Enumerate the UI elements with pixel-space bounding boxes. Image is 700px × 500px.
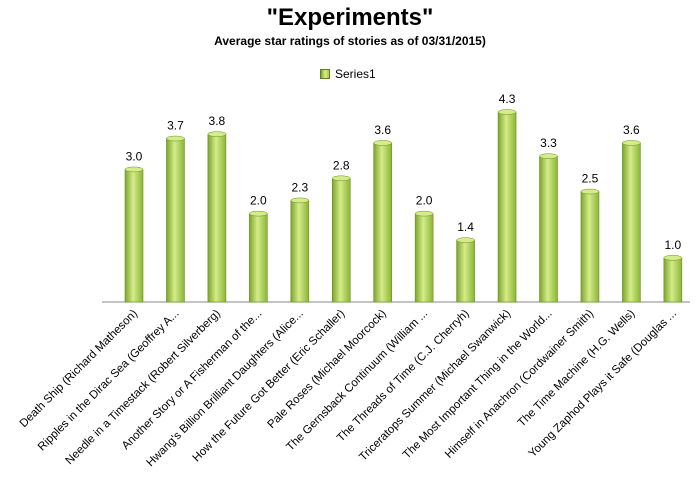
chart-subtitle: Average star ratings of stories as of 03… bbox=[214, 34, 486, 48]
bar-cap-5 bbox=[290, 197, 310, 204]
bar-cap-10 bbox=[497, 109, 517, 115]
data-label-11: 3.3 bbox=[540, 136, 557, 150]
data-label-1: 3.0 bbox=[126, 149, 143, 163]
bar-cap-3 bbox=[207, 131, 227, 137]
bar-cap-4 bbox=[249, 210, 268, 217]
data-label-4: 2.0 bbox=[250, 194, 267, 208]
category-label-11: The Most Important Thing in the World... bbox=[401, 308, 555, 462]
data-label-7: 3.6 bbox=[374, 123, 391, 137]
bar-cap-8 bbox=[414, 210, 434, 217]
data-label-3: 3.8 bbox=[209, 114, 226, 128]
bar-4 bbox=[249, 213, 268, 303]
bar-10 bbox=[497, 111, 517, 303]
bar-14 bbox=[663, 257, 683, 303]
data-label-6: 2.8 bbox=[333, 158, 350, 172]
data-label-12: 2.5 bbox=[582, 172, 599, 186]
bar-3 bbox=[207, 133, 227, 303]
bar-cap-1 bbox=[124, 166, 144, 173]
chart-title: "Experiments" bbox=[266, 4, 434, 31]
data-label-13: 3.6 bbox=[623, 123, 640, 137]
bar-5 bbox=[290, 200, 310, 303]
bar-7 bbox=[373, 142, 393, 303]
legend: Series1 bbox=[320, 67, 376, 81]
legend-label-series1: Series1 bbox=[335, 67, 376, 81]
category-label-3: Needle in a Timestack (Robert Silverberg… bbox=[64, 308, 224, 468]
bar-12 bbox=[580, 191, 600, 303]
bar-9 bbox=[456, 239, 475, 303]
data-label-2: 3.7 bbox=[167, 119, 184, 133]
category-label-5: Hwang's Billion Brilliant Daughters (Ali… bbox=[144, 308, 305, 469]
bar-cap-2 bbox=[166, 135, 185, 142]
bar-2 bbox=[166, 138, 185, 303]
data-label-8: 2.0 bbox=[416, 194, 433, 208]
category-label-6: How the Future Got Better (Eric Schaller… bbox=[191, 308, 348, 465]
bar-cap-12 bbox=[580, 188, 600, 195]
bar-cap-6 bbox=[332, 175, 351, 182]
bar-6 bbox=[331, 177, 351, 303]
bar-8 bbox=[414, 213, 434, 303]
bar-cap-7 bbox=[373, 140, 392, 146]
bar-13 bbox=[622, 142, 641, 303]
data-label-5: 2.3 bbox=[291, 180, 308, 194]
bar-cap-9 bbox=[456, 237, 475, 243]
bar-1 bbox=[124, 169, 144, 303]
bar-11 bbox=[539, 155, 558, 303]
bar-cap-11 bbox=[539, 153, 558, 159]
data-label-14: 1.0 bbox=[665, 238, 682, 252]
bar-cap-13 bbox=[622, 140, 641, 146]
legend-swatch bbox=[320, 69, 330, 79]
category-label-10: Triceratops Summer (Michael Swanwick) bbox=[357, 308, 513, 464]
category-label-12: Himself in Anachron (Cordwainer Smith) bbox=[443, 308, 596, 461]
data-label-9: 1.4 bbox=[457, 220, 474, 234]
data-label-10: 4.3 bbox=[499, 92, 516, 106]
category-label-14: Young Zaphod Plays it Safe (Douglas ... bbox=[527, 308, 679, 460]
bar-cap-14 bbox=[663, 255, 683, 261]
